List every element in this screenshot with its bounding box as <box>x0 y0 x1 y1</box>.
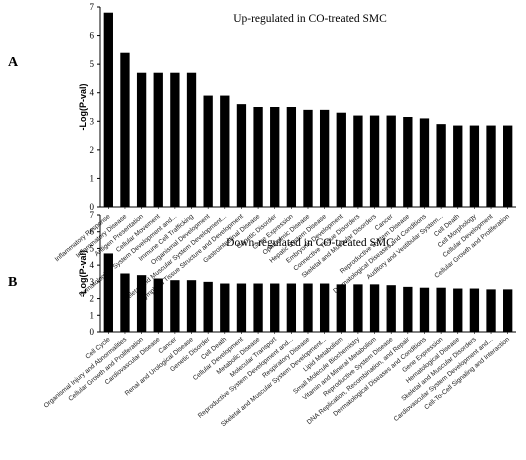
chart-b-bar <box>136 275 147 332</box>
chart-b-bar <box>419 287 430 332</box>
chart-b-bar <box>336 284 346 332</box>
chart-b-y-tick-label: 1 <box>90 310 95 320</box>
chart-b-bar <box>469 288 480 332</box>
chart-a-bar <box>319 109 330 207</box>
chart-a-y-tick-label: 0 <box>90 202 95 212</box>
chart-b-bar <box>436 287 446 332</box>
chart-a-bar <box>170 72 180 208</box>
chart-b-bar <box>319 283 330 332</box>
chart-b-y-tick-label: 3 <box>90 277 95 287</box>
chart-b-bar <box>453 288 463 332</box>
chart-b-y-tick-label: 5 <box>90 243 95 253</box>
chart-a-bar <box>353 115 363 207</box>
chart-a-bar <box>386 115 396 207</box>
chart-b-bar <box>236 283 247 332</box>
chart-a-bar <box>286 107 297 207</box>
chart-a-bar <box>136 72 147 208</box>
chart-b-y-tick-label: 2 <box>90 294 95 304</box>
chart-b-y-tick-label: 0 <box>90 327 95 337</box>
chart-b-title: Down-regulated in CO-treated SMC <box>226 237 394 249</box>
chart-a-y-tick-label: 6 <box>90 31 95 41</box>
chart-b-y-tick-label: 6 <box>90 227 95 237</box>
chart-a-bar <box>453 125 463 207</box>
chart-b-bar <box>486 289 496 332</box>
chart-b-bar <box>120 273 130 332</box>
chart-b-bar <box>369 284 380 332</box>
chart-b-bar <box>353 284 363 332</box>
chart-a-bar <box>403 117 413 207</box>
chart-a-title: Up-regulated in CO-treated SMC <box>233 13 387 25</box>
chart-a-bar <box>220 95 230 207</box>
chart-a-y-tick-label: 2 <box>90 145 95 155</box>
chart-b-bar <box>153 278 163 332</box>
chart-b-bar <box>253 283 263 332</box>
chart-b-bar <box>503 289 513 332</box>
chart-a-bar <box>120 52 130 208</box>
chart-a-bar <box>336 112 346 207</box>
chart-b-bar <box>386 285 396 332</box>
chart-a-y-axis-title: -Log(P-val) <box>78 84 88 131</box>
chart-a-bar <box>503 125 513 207</box>
chart-b-bar <box>303 283 313 332</box>
chart-a-bar <box>419 118 430 207</box>
chart-a-bar <box>103 12 113 207</box>
chart-a-bar <box>186 72 197 208</box>
chart-a-y-tick-label: 7 <box>90 2 95 12</box>
chart-a-bar <box>369 115 380 207</box>
chart-a-bar <box>203 95 213 207</box>
chart-a-bar <box>303 109 313 207</box>
chart-b-bar <box>403 286 413 332</box>
chart-b-bar <box>270 283 280 332</box>
chart-a-y-tick-label: 1 <box>90 173 95 183</box>
chart-a-y-tick-label: 5 <box>90 59 95 69</box>
chart-b-y-axis-title: -Log(P-val) <box>78 250 88 297</box>
chart-b-bar <box>186 280 197 332</box>
chart-a-bar <box>486 125 496 207</box>
chart-b-y-tick-label: 4 <box>90 260 95 270</box>
chart-a-bar <box>253 107 263 207</box>
chart-a-bar <box>236 104 247 207</box>
chart-b-bar <box>103 253 113 332</box>
chart-a-bar <box>469 125 480 207</box>
chart-b-bar <box>286 283 297 332</box>
chart-a-bar <box>153 72 163 208</box>
chart-b-panel-label: B <box>8 275 17 290</box>
chart-b-bar <box>220 283 230 332</box>
chart-a-y-tick-label: 3 <box>90 116 95 126</box>
chart-a-y-tick-label: 4 <box>90 88 95 98</box>
chart-a-panel-label: A <box>8 55 19 70</box>
chart-b-bar <box>170 280 180 332</box>
chart-a-bar <box>436 124 446 207</box>
chart-b-y-tick-label: 7 <box>90 210 95 220</box>
chart-b-bar <box>203 281 213 332</box>
chart-a-bar <box>270 107 280 207</box>
